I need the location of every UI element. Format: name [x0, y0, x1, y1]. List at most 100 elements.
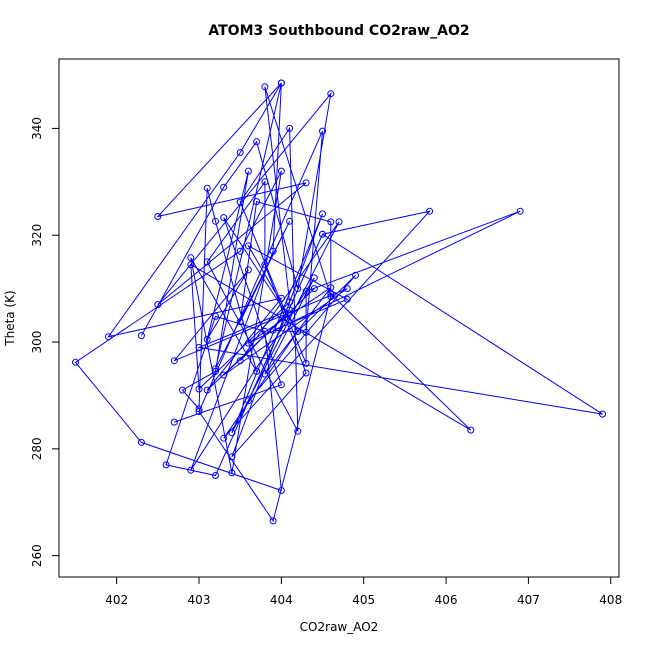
data-point: [236, 247, 244, 255]
data-point: [179, 386, 186, 394]
data-point: [220, 371, 228, 379]
x-tick-label: 404: [270, 593, 293, 607]
data-point: [72, 358, 79, 366]
data-point: [195, 405, 203, 413]
data-point: [187, 254, 195, 262]
y-axis-label: Theta (K): [3, 290, 17, 346]
y-tick-label: 340: [30, 117, 44, 140]
data-point: [286, 298, 294, 306]
data-point: [286, 124, 294, 132]
data-point: [212, 217, 219, 225]
x-tick-label: 408: [599, 593, 622, 607]
data-point: [335, 218, 343, 226]
data-point: [104, 333, 112, 341]
x-tick-label: 403: [188, 593, 211, 607]
data-point: [599, 410, 606, 418]
data-point: [236, 318, 244, 326]
data-point: [277, 381, 285, 389]
data-point: [162, 461, 170, 469]
y-tick-label: 280: [30, 437, 44, 460]
data-point: [212, 312, 219, 320]
data-point: [154, 301, 162, 309]
data-point: [195, 408, 203, 415]
data-point: [277, 167, 285, 175]
data-point: [261, 370, 269, 378]
data-point: [195, 343, 203, 351]
data-point: [187, 466, 195, 474]
data-point: [261, 83, 269, 91]
data-point: [269, 326, 277, 334]
data-point: [203, 386, 211, 394]
x-axis-label: CO2raw_AO2: [300, 620, 379, 634]
data-point: [327, 218, 335, 226]
data-point: [195, 385, 203, 393]
data-point: [286, 306, 294, 314]
data-point: [294, 327, 302, 335]
y-tick-label: 300: [30, 331, 44, 354]
data-point: [203, 335, 211, 343]
data-point: [269, 247, 277, 255]
data-point: [203, 258, 211, 266]
chart-title: ATOM3 Southbound CO2raw_AO2: [208, 23, 469, 39]
data-point: [253, 198, 261, 206]
y-tick-label: 320: [30, 224, 44, 247]
data-point: [310, 285, 318, 293]
data-point: [261, 261, 269, 269]
x-axis: 402 403 404 405 406 407 408: [105, 577, 622, 607]
data-point: [220, 214, 228, 222]
data-point: [244, 266, 252, 274]
data-point: [310, 274, 318, 282]
data-point: [187, 261, 195, 269]
data-point: [220, 434, 228, 442]
x-tick-label: 402: [105, 593, 128, 607]
data-point: [269, 517, 277, 525]
x-tick-label: 405: [352, 593, 375, 607]
series-markers: [72, 79, 606, 525]
data-point: [244, 167, 252, 175]
data-point: [327, 290, 335, 298]
data-point: [319, 210, 326, 218]
data-point: [253, 138, 261, 146]
data-point: [236, 198, 244, 206]
data-point: [212, 472, 219, 479]
data-point: [277, 294, 285, 302]
data-point: [244, 242, 252, 250]
data-point: [253, 367, 261, 375]
data-point: [516, 207, 524, 215]
plot-frame: [58, 58, 620, 578]
x-tick-label: 406: [435, 593, 458, 607]
data-point: [302, 287, 310, 295]
data-point: [212, 365, 219, 373]
data-point: [261, 178, 269, 186]
data-point: [170, 418, 178, 426]
data-point: [343, 295, 351, 303]
data-point: [319, 230, 326, 238]
data-point: [228, 453, 236, 461]
data-point: [302, 179, 310, 187]
data-point: [236, 149, 244, 156]
data-point: [294, 285, 302, 293]
data-point: [137, 332, 145, 340]
data-point: [277, 79, 285, 87]
data-point: [286, 217, 294, 225]
data-point: [220, 183, 228, 191]
data-point: [294, 427, 302, 435]
data-point: [170, 357, 178, 365]
x-tick-label: 407: [517, 593, 540, 607]
data-point: [244, 339, 252, 347]
data-point: [302, 359, 310, 367]
data-point: [277, 487, 285, 494]
series-line: [74, 82, 603, 523]
data-point: [352, 271, 359, 279]
data-point: [244, 397, 252, 405]
y-axis: 260 280 300 320 340: [30, 117, 59, 567]
data-point: [228, 429, 236, 437]
data-point: [319, 127, 326, 135]
data-point: [327, 293, 335, 301]
data-point: [203, 184, 211, 192]
data-point: [137, 438, 145, 446]
data-point: [467, 426, 475, 434]
data-point: [212, 367, 219, 375]
data-point: [426, 207, 434, 215]
